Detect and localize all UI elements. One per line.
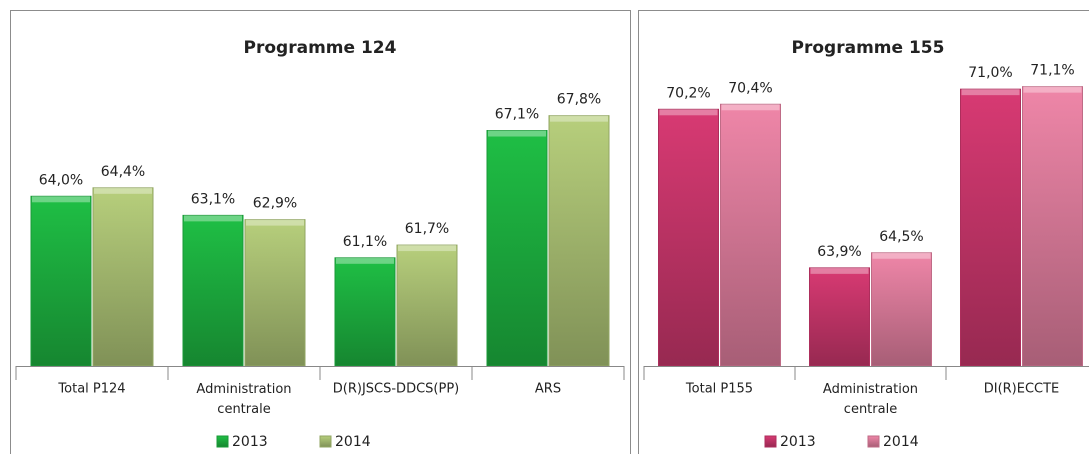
bar bbox=[30, 195, 92, 367]
data-label: 62,9% bbox=[253, 196, 297, 212]
data-label: 61,7% bbox=[405, 221, 449, 237]
bar bbox=[486, 130, 548, 367]
bar-highlight bbox=[246, 219, 304, 226]
data-label: 64,4% bbox=[101, 164, 145, 180]
bar-highlight bbox=[659, 109, 718, 116]
x-tick-label: ARS bbox=[535, 382, 561, 397]
bar bbox=[658, 108, 719, 367]
bar bbox=[809, 267, 870, 367]
bar-highlight bbox=[961, 89, 1020, 96]
legend-swatch bbox=[216, 435, 229, 448]
data-label: 64,0% bbox=[39, 172, 83, 188]
bar bbox=[396, 244, 458, 367]
bar bbox=[244, 219, 306, 367]
legend-label: 2014 bbox=[883, 434, 919, 450]
bar bbox=[1022, 86, 1083, 367]
bar-highlight bbox=[488, 130, 546, 137]
bar-highlight bbox=[721, 104, 780, 111]
bar bbox=[960, 88, 1021, 367]
bar bbox=[548, 115, 610, 367]
x-tick-label: D(R)JSCS-DDCS(PP) bbox=[333, 382, 459, 397]
bar-highlight bbox=[550, 115, 608, 122]
legend-swatch bbox=[319, 435, 332, 448]
bar-highlight bbox=[398, 245, 456, 252]
legend-swatch bbox=[867, 435, 880, 448]
data-label: 61,1% bbox=[343, 234, 387, 250]
data-label: 63,1% bbox=[191, 191, 235, 207]
bar-highlight bbox=[184, 215, 242, 222]
data-label: 70,4% bbox=[728, 80, 772, 96]
bar-highlight bbox=[336, 257, 394, 264]
x-tick-label: Administration centrale bbox=[823, 382, 918, 417]
data-label: 71,1% bbox=[1030, 63, 1074, 79]
bar bbox=[92, 187, 154, 367]
bar-highlight bbox=[1023, 86, 1082, 93]
x-tick-label: Administration centrale bbox=[196, 382, 291, 417]
bar bbox=[720, 103, 781, 367]
data-label: 64,5% bbox=[879, 229, 923, 245]
bar-highlight bbox=[32, 196, 90, 203]
bar bbox=[182, 214, 244, 367]
chart-title: Programme 155 bbox=[792, 38, 945, 58]
bar-highlight bbox=[872, 252, 931, 259]
legend-swatch bbox=[764, 435, 777, 448]
data-label: 71,0% bbox=[968, 65, 1012, 81]
bar-highlight bbox=[94, 187, 152, 194]
x-tick-label: DI(R)ECCTE bbox=[984, 382, 1060, 397]
legend-label: 2013 bbox=[780, 434, 816, 450]
legend-label: 2014 bbox=[335, 434, 371, 450]
data-label: 70,2% bbox=[666, 85, 710, 101]
x-tick-label: Total P124 bbox=[57, 382, 125, 397]
chart-title: Programme 124 bbox=[244, 38, 397, 58]
data-label: 63,9% bbox=[817, 244, 861, 260]
bar bbox=[871, 252, 932, 367]
legend-label: 2013 bbox=[232, 434, 268, 450]
x-tick-label: Total P155 bbox=[685, 382, 753, 397]
bar bbox=[334, 257, 396, 367]
bar-highlight bbox=[810, 267, 869, 274]
data-label: 67,1% bbox=[495, 107, 539, 123]
data-label: 67,8% bbox=[557, 92, 601, 108]
